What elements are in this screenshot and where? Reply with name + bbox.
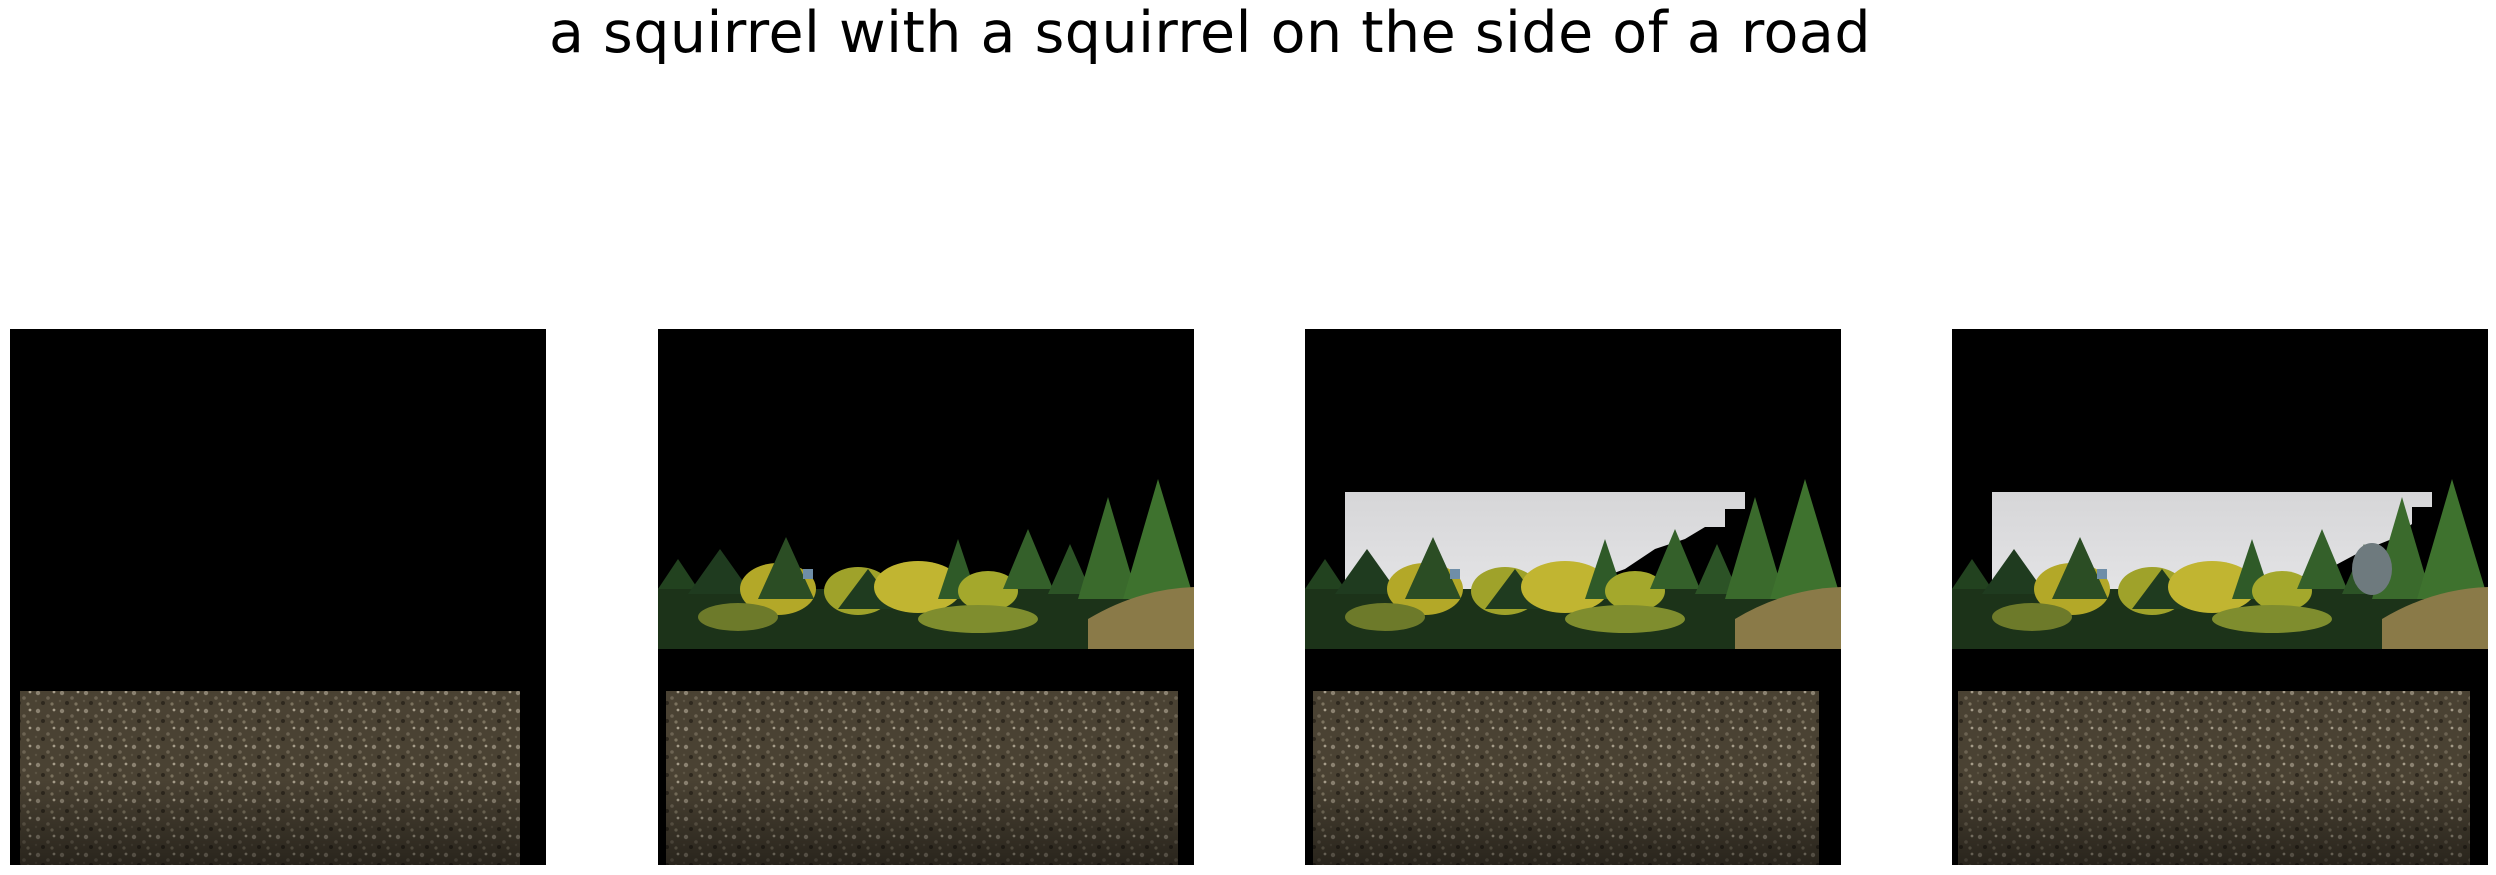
panel-2-image bbox=[658, 329, 1194, 865]
panel-1-image bbox=[10, 329, 546, 865]
gray-patch bbox=[2352, 543, 2392, 595]
image-panel-1 bbox=[10, 329, 546, 865]
image-panel-2 bbox=[658, 329, 1194, 865]
figure-title: a squirrel with a squirrel on the side o… bbox=[548, 0, 1872, 66]
panel-3-image bbox=[1305, 329, 1841, 865]
panel-4-image bbox=[1952, 329, 2488, 865]
image-panel-4 bbox=[1952, 329, 2488, 865]
image-panel-3 bbox=[1305, 329, 1841, 865]
